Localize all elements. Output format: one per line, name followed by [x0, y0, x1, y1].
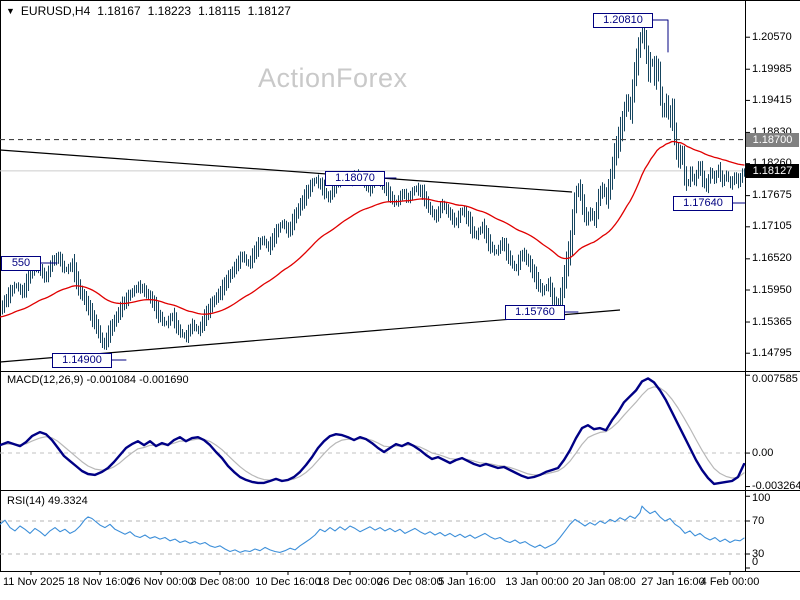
- y-axis-label: 1.17105: [752, 220, 792, 233]
- rsi-axis-label: 30: [752, 547, 765, 560]
- rsi-axis-label: 100: [752, 492, 771, 504]
- rsi-indicator-label: RSI(14) 49.3324: [7, 495, 88, 507]
- rsi-line: [0, 505, 745, 553]
- ohlc-open: 1.18167: [97, 4, 141, 18]
- y-axis-label: 1.15365: [752, 315, 792, 328]
- x-axis-label: 18 Dec 00:00: [317, 576, 383, 588]
- watermark: ActionForex: [258, 63, 408, 93]
- x-axis-label: 3 Dec 08:00: [190, 576, 250, 588]
- trendline[interactable]: [0, 149, 573, 193]
- y-axis-label: 1.15950: [752, 283, 792, 296]
- y-axis-label: 1.20570: [752, 30, 792, 43]
- x-axis-label: 26 Dec 08:00: [377, 576, 443, 588]
- x-axis-label: 5 Jan 16:00: [438, 576, 496, 588]
- level-price-box: 1.18700: [746, 132, 799, 147]
- macd-signal-line: [0, 386, 745, 481]
- ohlc-high: 1.18223: [147, 4, 192, 18]
- current-price-box: 1.18127: [746, 163, 799, 178]
- x-axis-label: 26 Nov 00:00: [128, 576, 194, 588]
- macd-axis-label: -0.003264: [752, 480, 800, 493]
- x-axis-label: 11 Nov 2025: [3, 576, 65, 588]
- chart-title: ▼ EURUSD,H4 1.18167 1.18223 1.18115 1.18127: [6, 4, 291, 18]
- symbol-timeframe: EURUSD,H4: [20, 4, 91, 18]
- price-annotation[interactable]: 1.14900: [52, 353, 112, 368]
- x-axis-label: 13 Jan 00:00: [505, 576, 569, 588]
- rsi-axis-label: 70: [752, 514, 765, 527]
- ohlc-low: 1.18115: [198, 4, 241, 18]
- y-axis-label: 1.19415: [752, 93, 792, 106]
- y-axis-label: 1.16520: [752, 252, 792, 265]
- x-axis-label: 20 Jan 08:00: [572, 576, 636, 588]
- y-axis-label: 1.19985: [752, 62, 792, 75]
- price-annotation[interactable]: 1.15760: [505, 305, 565, 320]
- macd-indicator-label: MACD(12,26,9) -0.001084 -0.001690: [7, 374, 189, 386]
- moving-average-line: [0, 140, 745, 318]
- x-axis-label: 18 Nov 16:00: [67, 576, 133, 588]
- y-axis-label: 1.17675: [752, 189, 792, 202]
- price-annotation[interactable]: 1.17640: [673, 196, 733, 211]
- rsi-axis-label: 0: [752, 556, 759, 568]
- price-annotation[interactable]: 1.20810: [593, 13, 653, 28]
- macd-axis-label: 0.00: [752, 446, 774, 459]
- macd-axis-label: 0.007585: [752, 373, 798, 385]
- x-axis-label: 10 Dec 16:00: [255, 576, 321, 588]
- annotation-connector: [652, 19, 669, 53]
- price-annotation[interactable]: 550: [1, 256, 41, 271]
- x-axis-label: 4 Feb 00:00: [700, 576, 760, 588]
- chart-dropdown-icon[interactable]: ▼: [6, 6, 15, 16]
- x-axis-label: 27 Jan 16:00: [641, 576, 705, 588]
- price-annotation[interactable]: 1.18070: [325, 171, 385, 186]
- ohlc-close: 1.18127: [247, 4, 291, 18]
- macd-main-line: [0, 377, 746, 486]
- y-axis-label: 1.14795: [752, 346, 792, 359]
